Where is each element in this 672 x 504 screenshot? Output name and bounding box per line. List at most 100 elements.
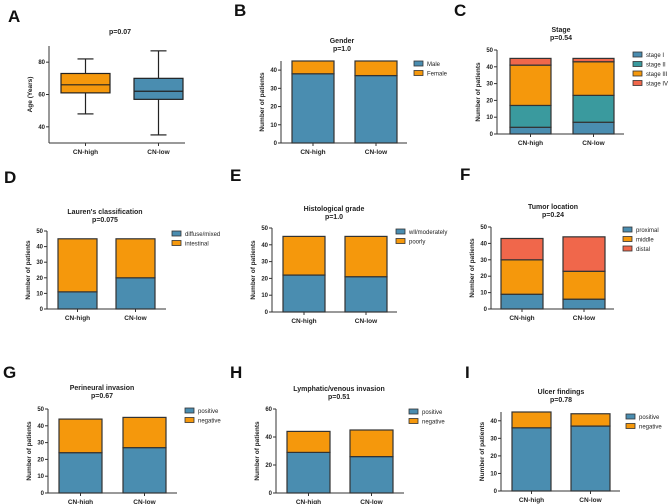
- bar-segment-male: [354, 74, 398, 144]
- chart-title: Ulcer findings: [538, 389, 585, 396]
- bar-segment-stage-iv: [572, 57, 615, 63]
- y-axis-label: Age (Years): [27, 77, 34, 113]
- y-tick-label: 0: [40, 307, 44, 313]
- bar-segment-stage-ii: [509, 104, 552, 128]
- legend-label: negative: [198, 419, 221, 425]
- chart-title: Lauren's classification: [67, 209, 142, 216]
- panel-label: F: [460, 165, 470, 184]
- bar-segment-intestinal: [57, 238, 98, 293]
- y-tick-label: 20: [265, 463, 272, 469]
- legend-label: distal: [636, 247, 650, 253]
- bar-segment-middle: [562, 270, 606, 300]
- y-tick-label: 40: [265, 435, 272, 441]
- bar-segment-distal: [500, 237, 544, 261]
- y-tick-label: 10: [37, 474, 44, 480]
- legend-label: proximal: [636, 228, 659, 234]
- p-value: p=0.075: [92, 217, 118, 224]
- legend-swatch: [413, 60, 424, 67]
- legend-label: negative: [639, 425, 662, 431]
- bar-segment-stage-iii: [572, 61, 615, 96]
- y-tick-label: 80: [38, 60, 45, 66]
- bar-segment-wll-moderately: [344, 276, 388, 313]
- x-tick-label: CN-low: [124, 315, 147, 322]
- bar-segment-stage-i: [509, 126, 552, 135]
- legend-label: Male: [427, 62, 441, 68]
- y-tick-label: 40: [480, 241, 487, 247]
- y-tick-label: 50: [36, 229, 43, 235]
- p-value: p=0.67: [91, 393, 113, 400]
- legend-label: Female: [427, 72, 448, 78]
- y-tick-label: 60: [38, 93, 45, 99]
- x-tick-label: CN-low: [147, 149, 170, 156]
- p-value: p=0.78: [550, 397, 572, 404]
- chart-title: Stage: [551, 27, 570, 34]
- bar-segment-positive: [286, 451, 331, 494]
- bar-segment-poorly: [282, 235, 326, 276]
- legend-swatch: [184, 407, 195, 414]
- y-axis-label: Number of patients: [259, 72, 266, 132]
- legend-swatch: [408, 408, 419, 415]
- y-axis-label: Number of patients: [254, 421, 261, 481]
- legend-swatch: [622, 226, 633, 233]
- y-tick-label: 0: [274, 141, 278, 147]
- y-tick-label: 10: [480, 291, 487, 297]
- y-tick-label: 0: [490, 132, 494, 138]
- y-tick-label: 20: [36, 276, 43, 282]
- bar-segment-negative: [570, 413, 611, 427]
- y-axis-label: Number of patients: [475, 62, 482, 122]
- legend-label: negative: [422, 420, 445, 426]
- bar-segment-stage-iv: [509, 57, 552, 66]
- y-tick-label: 30: [261, 260, 268, 266]
- legend-label: wll/moderately: [408, 230, 447, 236]
- panel-label: C: [454, 1, 466, 20]
- legend-label: stage III: [646, 72, 668, 78]
- bar-segment-negative: [286, 430, 331, 453]
- y-tick-label: 40: [261, 243, 268, 249]
- y-axis-label: Number of patients: [469, 238, 476, 298]
- x-tick-label: CN-low: [582, 140, 605, 147]
- legend-label: intestinal: [185, 242, 209, 248]
- legend-swatch: [632, 61, 643, 67]
- bar-segment-negative: [349, 429, 394, 458]
- y-axis-label: Number of patients: [479, 422, 486, 482]
- bar-segment-positive: [122, 447, 167, 494]
- legend-swatch: [622, 245, 633, 252]
- y-tick-label: 40: [37, 424, 44, 430]
- y-tick-label: 30: [480, 258, 487, 264]
- legend-label: stage I: [646, 53, 664, 59]
- bar-segment-positive: [511, 427, 552, 492]
- bar-segment-negative: [122, 416, 167, 449]
- y-tick-label: 20: [37, 457, 44, 463]
- y-tick-label: 50: [37, 407, 44, 413]
- y-tick-label: 0: [494, 489, 498, 495]
- y-tick-label: 20: [261, 276, 268, 282]
- y-tick-label: 20: [270, 105, 277, 111]
- legend-swatch: [632, 51, 643, 58]
- legend-swatch: [171, 240, 182, 246]
- y-tick-label: 0: [484, 307, 488, 313]
- y-tick-label: 20: [486, 98, 493, 104]
- box-CN-high: [60, 72, 111, 94]
- legend-swatch: [395, 228, 406, 235]
- y-tick-label: 10: [36, 291, 43, 297]
- y-axis-label: Number of patients: [26, 421, 33, 481]
- p-value: p=0.54: [550, 35, 572, 42]
- p-value: p=0.07: [109, 29, 131, 36]
- legend-swatch: [632, 80, 643, 86]
- bar-segment-middle: [500, 259, 544, 295]
- bar-segment-poorly: [344, 235, 388, 278]
- y-tick-label: 30: [270, 86, 277, 92]
- y-tick-label: 30: [486, 82, 493, 88]
- y-tick-label: 0: [265, 310, 269, 316]
- panel-label: I: [465, 363, 470, 382]
- bar-segment-diffuse-mixed: [115, 277, 156, 310]
- panel-A: Ap=0.07 40 60 80 Age (Years) CN-high CN-low: [8, 7, 185, 156]
- bar-segment-female: [354, 60, 398, 77]
